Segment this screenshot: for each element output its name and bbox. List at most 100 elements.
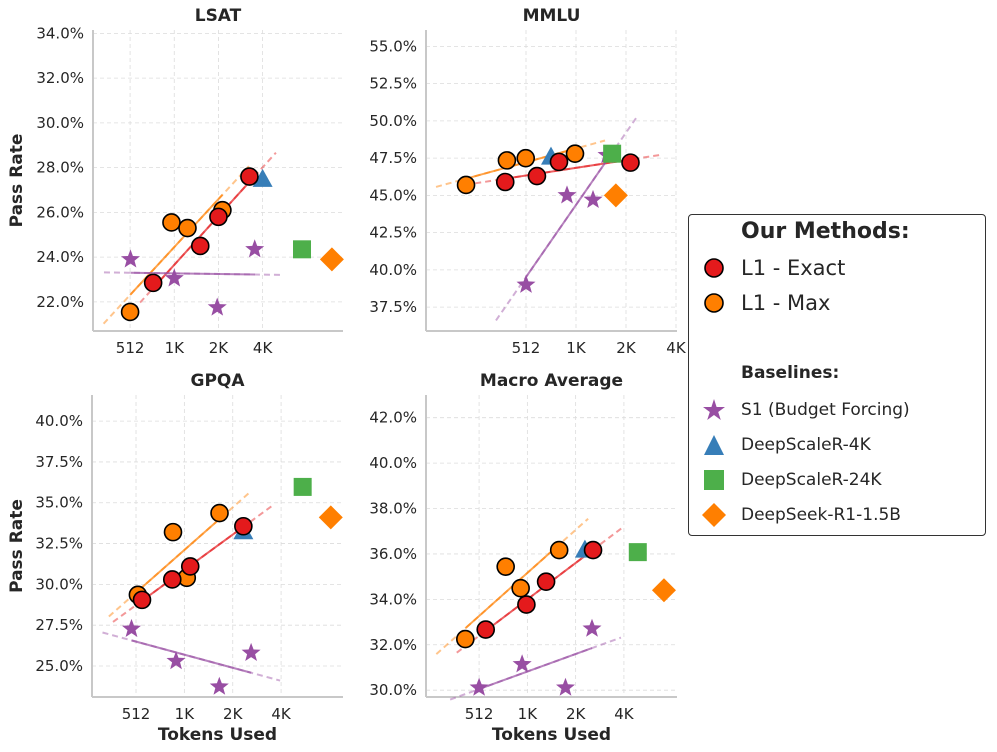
trend-line-extended xyxy=(102,165,250,325)
y-tick-label: 34.0% xyxy=(369,590,417,608)
x-tick-label: 1K xyxy=(175,705,196,723)
y-tick-label: 24.0% xyxy=(36,248,84,266)
data-point-l1-exact xyxy=(476,620,496,639)
data-point-l1-max xyxy=(549,540,569,560)
data-point-s1-budget-forcing- xyxy=(209,676,229,695)
y-tick-label: 35.0% xyxy=(35,494,83,512)
x-tick-label: 2K xyxy=(566,705,587,723)
data-point-l1-max xyxy=(565,144,585,163)
data-point-l1-max xyxy=(120,302,140,322)
data-point-s1-budget-forcing- xyxy=(207,297,227,316)
triangle-icon xyxy=(704,435,724,455)
panel-mmlu: 37.5% 40.0% 42.5% 45.0% 47.5% 50.0% 52.5% 55.0%… xyxy=(369,6,687,357)
legend-item-deepseek-r1: DeepSeek-R1-1.5B xyxy=(701,502,901,528)
y-tick-label: 32.0% xyxy=(36,69,84,87)
data-point-deepseek-r1-1-5b xyxy=(603,183,628,208)
panel-title: Macro Average xyxy=(480,371,623,391)
square-icon xyxy=(704,470,724,490)
y-tick-label: 50.0% xyxy=(369,112,417,130)
data-point-deepscaler-24k xyxy=(293,477,312,496)
y-tick-label: 37.5% xyxy=(35,453,83,471)
x-tick-label: 2K xyxy=(616,339,637,357)
legend-label: DeepScaleR-4K xyxy=(741,435,871,455)
y-tick-label: 45.0% xyxy=(369,186,417,204)
data-point-l1-max xyxy=(162,213,181,232)
data-point-l1-exact xyxy=(240,167,259,186)
data-point-s1-budget-forcing- xyxy=(122,618,141,637)
x-tick-label: 512 xyxy=(122,705,151,723)
y-axis-label: Pass Rate xyxy=(7,499,27,593)
y-tick-label: 55.0% xyxy=(369,37,417,55)
data-point-l1-exact xyxy=(162,570,182,589)
x-tick-label: 512 xyxy=(116,339,145,357)
trend-line xyxy=(485,548,594,632)
y-tick-label: 28.0% xyxy=(36,159,84,177)
y-tick-label: 26.0% xyxy=(36,203,84,221)
y-tick-label: 40.0% xyxy=(369,454,417,472)
legend-label: DeepScaleR-24K xyxy=(741,470,882,490)
data-point-l1-exact xyxy=(549,152,569,172)
y-tick-label: 37.5% xyxy=(369,298,417,316)
data-point-l1-exact xyxy=(234,516,253,536)
data-point-l1-max xyxy=(210,503,229,523)
data-point-s1-budget-forcing- xyxy=(164,268,184,287)
data-point-l1-max xyxy=(456,629,475,649)
data-point-l1-exact xyxy=(143,273,163,293)
data-point-l1-max xyxy=(516,148,536,168)
legend-heading-baselines: Baselines: xyxy=(741,363,840,383)
data-point-deepscaler-4k xyxy=(252,168,273,187)
legend-item-deepscaler-24k: DeepScaleR-24K xyxy=(701,467,882,493)
data-point-s1-budget-forcing- xyxy=(582,618,602,637)
data-point-l1-exact xyxy=(190,236,210,256)
y-tick-label: 52.5% xyxy=(369,75,417,93)
trend-line xyxy=(130,271,255,276)
star-icon xyxy=(703,399,725,420)
data-point-deepseek-r1-1-5b xyxy=(319,247,344,272)
data-point-l1-max xyxy=(511,578,530,598)
y-tick-label: 47.5% xyxy=(369,149,417,167)
x-tick-label: 2K xyxy=(209,339,230,357)
data-point-s1-budget-forcing- xyxy=(556,677,575,696)
legend-label: L1 - Max xyxy=(741,291,831,315)
trend-line xyxy=(137,518,221,592)
orange-circle-icon xyxy=(704,293,724,313)
y-tick-label: 32.5% xyxy=(35,535,83,553)
data-point-l1-max xyxy=(497,151,517,170)
y-tick-label: 30.0% xyxy=(369,681,417,699)
red-circle-icon xyxy=(704,258,724,278)
data-point-s1-budget-forcing- xyxy=(512,654,532,673)
data-point-l1-exact xyxy=(180,557,200,576)
trend-line xyxy=(525,159,608,278)
trend-line xyxy=(478,647,593,691)
data-point-deepscaler-24k xyxy=(293,240,312,259)
legend-label: DeepSeek-R1-1.5B xyxy=(741,505,901,525)
data-point-l1-max xyxy=(456,175,476,195)
y-tick-label: 30.0% xyxy=(35,575,83,593)
data-point-s1-budget-forcing- xyxy=(241,642,261,661)
y-tick-label: 22.0% xyxy=(36,293,84,311)
data-point-s1-budget-forcing- xyxy=(166,651,186,670)
data-point-deepscaler-24k xyxy=(628,543,647,562)
legend-item-deepscaler-4k: DeepScaleR-4K xyxy=(701,432,871,458)
x-tick-label: 4K xyxy=(271,705,292,723)
trend-line xyxy=(505,158,631,180)
data-point-s1-budget-forcing- xyxy=(245,239,265,258)
y-tick-label: 42.5% xyxy=(369,224,417,242)
data-point-s1-budget-forcing- xyxy=(469,677,489,696)
legend-label: S1 (Budget Forcing) xyxy=(741,400,910,420)
legend-heading-our-methods: Our Methods: xyxy=(741,219,910,244)
data-point-l1-exact xyxy=(621,153,640,172)
panel-lsat: 22.0% 24.0% 26.0% 28.0% 30.0% 32.0% 34.0% 512 1K… xyxy=(7,6,344,357)
x-tick-label: 4K xyxy=(253,339,274,357)
panel-title: GPQA xyxy=(190,371,245,391)
x-tick-label: 1K xyxy=(566,339,587,357)
y-tick-label: 42.0% xyxy=(369,409,417,427)
data-point-s1-budget-forcing- xyxy=(121,249,140,268)
data-point-deepscaler-24k xyxy=(603,144,622,163)
x-tick-label: 1K xyxy=(165,339,186,357)
data-point-l1-exact xyxy=(536,572,556,591)
x-axis-label: Tokens Used xyxy=(158,725,277,745)
trend-line xyxy=(152,181,251,289)
y-tick-label: 34.0% xyxy=(36,24,84,42)
